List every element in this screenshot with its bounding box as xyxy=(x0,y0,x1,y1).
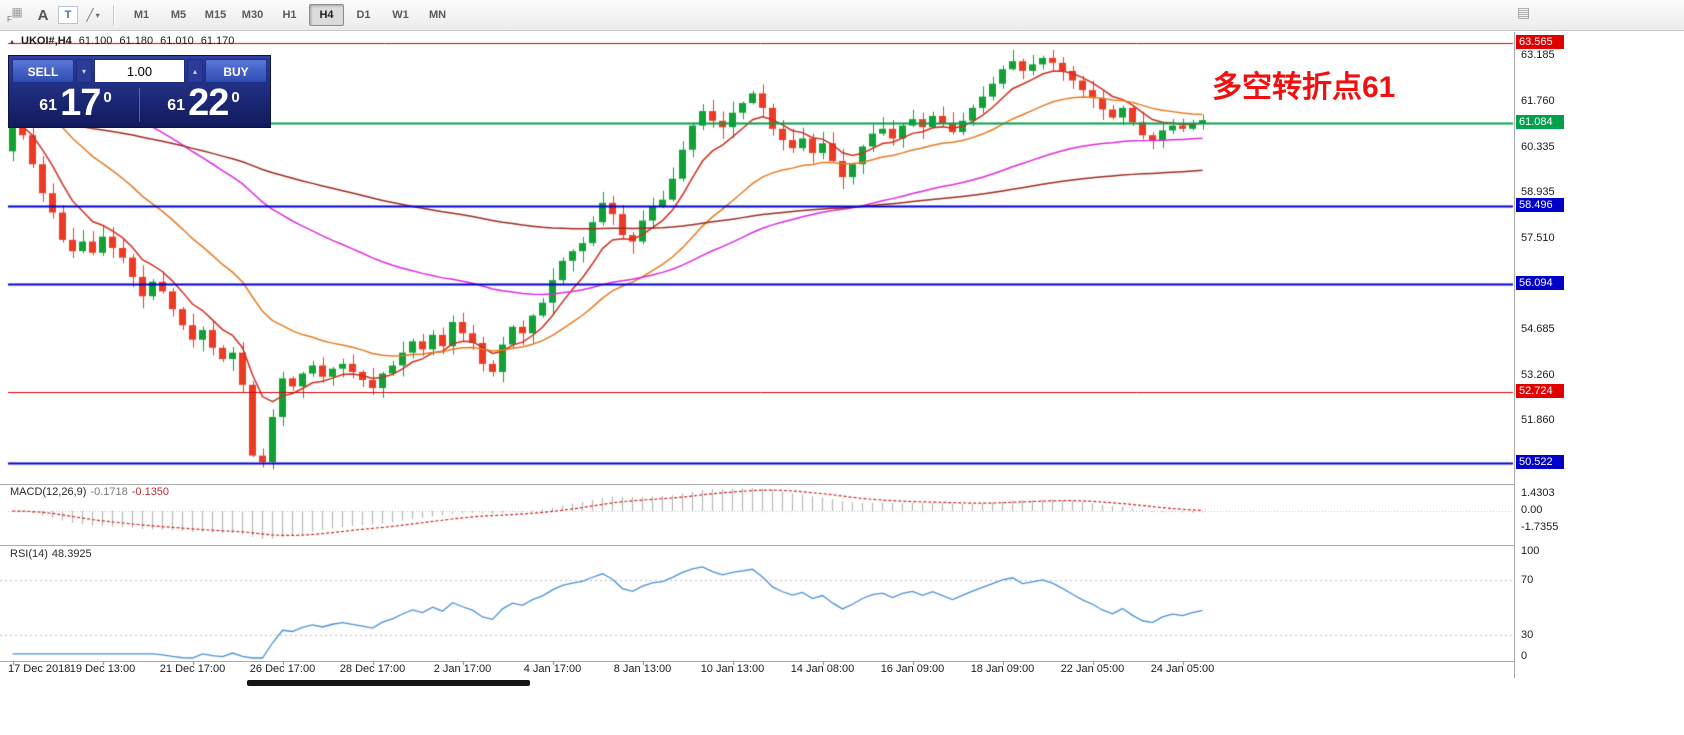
trade-prices-row: 61 17 0 61 22 0 xyxy=(12,83,267,127)
sell-price: 61 17 0 xyxy=(12,81,139,124)
macd-main-value: -0.1718 xyxy=(90,486,128,498)
panel-separator-macd[interactable] xyxy=(0,484,1514,485)
chevron-down-icon: ▾ xyxy=(95,10,100,20)
volume-input[interactable] xyxy=(94,59,185,83)
macd-scale-label: -1.7355 xyxy=(1521,521,1559,533)
macd-label: MACD(12,26,9) -0.1718 -0.1350 xyxy=(10,486,169,498)
one-click-trading-panel: SELL ▾ ▴ BUY 61 17 0 61 22 0 xyxy=(8,55,271,128)
timeframe-button-d1[interactable]: D1 xyxy=(356,9,371,21)
date-label: 24 Jan 05:00 xyxy=(1150,663,1215,675)
symbol-period-label: UKOI#,H4 xyxy=(21,35,72,47)
close-value: 61.170 xyxy=(200,35,235,47)
date-label: 8 Jan 13:00 xyxy=(613,663,672,675)
price-divider xyxy=(139,88,140,122)
date-label: 2 Jan 17:00 xyxy=(433,663,492,675)
volume-increase-button[interactable]: ▴ xyxy=(187,59,203,83)
price-tick: 51.860 xyxy=(1521,413,1555,426)
price-tag-blue-level-3: 50.522 xyxy=(1516,454,1564,469)
grid-icon: ▦ xyxy=(11,4,23,19)
price-tick: 60.335 xyxy=(1521,141,1555,153)
price-scale-separator xyxy=(1514,32,1515,678)
rsi-label: RSI(14) 48.3925 xyxy=(10,548,92,560)
timeframe-button-h1[interactable]: H1 xyxy=(282,9,297,21)
buy-button[interactable]: BUY xyxy=(205,59,267,83)
timeframe-button-w1[interactable]: W1 xyxy=(392,9,409,21)
price-tag-pivot-green-line: 61.084 xyxy=(1516,114,1564,129)
date-label: 21 Dec 17:00 xyxy=(159,663,226,675)
timeframe-button-h4[interactable]: H4 xyxy=(309,4,344,26)
sell-button[interactable]: SELL xyxy=(12,59,74,83)
caret-down-icon: ▾ xyxy=(81,66,86,76)
macd-scale-label: 0.00 xyxy=(1521,504,1543,516)
caret-up-icon: ▴ xyxy=(192,66,197,76)
toolbar-separator xyxy=(113,5,115,25)
volume-decrease-button[interactable]: ▾ xyxy=(76,59,92,83)
sell-price-prefix: 61 xyxy=(39,97,58,115)
high-value: 61.180 xyxy=(119,35,154,47)
rsi-scale-label: 100 xyxy=(1521,545,1540,557)
date-label: 26 Dec 17:00 xyxy=(249,663,316,675)
date-label: 10 Jan 13:00 xyxy=(700,663,765,675)
date-label: 16 Jan 09:00 xyxy=(880,663,945,675)
price-tick: 58.935 xyxy=(1521,186,1555,199)
chart-grid-button[interactable]: ▦ F xyxy=(6,3,28,27)
f-badge: F xyxy=(7,14,12,24)
timeframe-button-m1[interactable]: M1 xyxy=(133,9,150,21)
trendline-icon: ╱ xyxy=(86,8,94,22)
panel-separator-rsi[interactable] xyxy=(0,545,1514,546)
price-tick: 57.510 xyxy=(1521,231,1555,244)
timeframe-button-m30[interactable]: M30 xyxy=(241,9,264,21)
volume-control: ▾ ▴ xyxy=(76,59,203,83)
macd-scale-label: 1.4303 xyxy=(1521,487,1555,499)
macd-signal-value: -0.1350 xyxy=(131,486,170,498)
buy-price: 61 22 0 xyxy=(140,81,267,124)
price-tick: 61.760 xyxy=(1521,95,1555,108)
rsi-name: RSI(14) xyxy=(10,548,48,560)
open-value: 61.100 xyxy=(78,35,113,47)
rsi-scale-label: 30 xyxy=(1521,629,1534,641)
price-tag-red-level: 52.724 xyxy=(1516,384,1564,399)
date-label: 28 Dec 17:00 xyxy=(339,663,406,675)
buy-price-prefix: 61 xyxy=(167,97,186,115)
rsi-value: 48.3925 xyxy=(51,548,92,560)
timeframe-button-m15[interactable]: M15 xyxy=(204,9,227,21)
date-label: 17 Dec 2018 xyxy=(8,663,71,675)
sell-price-main: 17 xyxy=(60,81,101,124)
price-tick: 63.185 xyxy=(1521,49,1555,62)
trade-controls-row: SELL ▾ ▴ BUY xyxy=(12,59,267,83)
trendline-tool-button[interactable]: ╱ ▾ xyxy=(82,3,104,27)
price-tick: 54.685 xyxy=(1521,322,1555,335)
date-label: 14 Jan 08:00 xyxy=(790,663,855,675)
main-toolbar: ▦ F A T ╱ ▾ M1 M5 M15 M30 H1 H4 D1 W1 MN ▤ xyxy=(0,0,1684,31)
date-label: 22 Jan 05:00 xyxy=(1060,663,1125,675)
rsi-scale-label: 0 xyxy=(1521,650,1528,662)
one-click-toggle-icon[interactable]: ▴ xyxy=(10,36,15,46)
chart-text-annotation[interactable]: 多空转折点61 xyxy=(1212,71,1396,104)
price-tag-upper-red-line: 63.565 xyxy=(1516,35,1564,49)
date-label: 19 Dec 13:00 xyxy=(69,663,136,675)
timeframe-button-mn[interactable]: MN xyxy=(428,9,447,21)
sell-price-pipette: 0 xyxy=(103,88,112,106)
text-label-icon[interactable]: T xyxy=(58,6,78,24)
macd-name: MACD(12,26,9) xyxy=(10,486,87,498)
price-tag-blue-level-1: 58.496 xyxy=(1516,198,1564,213)
insert-text-icon[interactable]: A xyxy=(37,6,49,24)
time-axis-separator xyxy=(0,661,1514,662)
chart-ohlc-header: ▴ UKOI#,H4 61.100 61.180 61.010 61.170 xyxy=(10,35,234,47)
price-tick: 53.260 xyxy=(1521,368,1555,381)
price-tag-blue-level-2: 56.094 xyxy=(1516,275,1564,290)
buy-price-main: 22 xyxy=(188,81,229,124)
timeframe-toolbar: M1 M5 M15 M30 H1 H4 D1 W1 MN xyxy=(124,4,457,26)
rsi-scale-label: 70 xyxy=(1521,574,1534,586)
date-label: 18 Jan 09:00 xyxy=(970,663,1035,675)
chart-hscrollbar-thumb[interactable] xyxy=(247,680,530,686)
timeframe-button-m5[interactable]: M5 xyxy=(170,9,187,21)
buy-price-pipette: 0 xyxy=(231,88,240,106)
dock-panel-icon[interactable]: ▤ xyxy=(1517,4,1531,20)
low-value: 61.010 xyxy=(160,35,194,47)
date-label: 4 Jan 17:00 xyxy=(523,663,582,675)
